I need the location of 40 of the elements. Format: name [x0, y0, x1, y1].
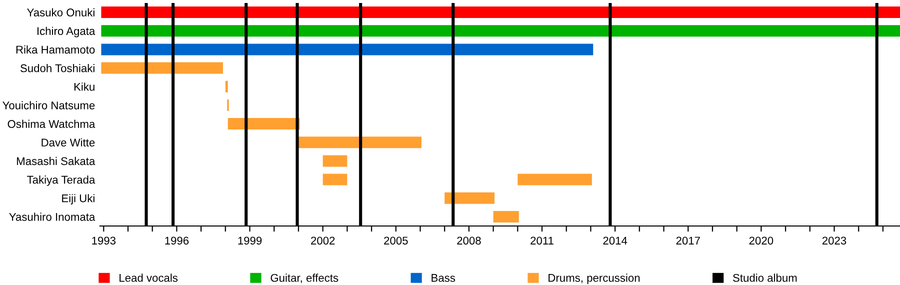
- y-tick-label: Masashi Sakata: [17, 156, 96, 166]
- y-tick-label: Sudoh Toshiaki: [20, 64, 94, 72]
- x-tick-label: 2020: [749, 236, 774, 245]
- legend-label: Bass: [432, 274, 456, 282]
- y-tick-label: Rika Hamamoto: [16, 45, 95, 54]
- y-tick-label: Takiya Terada: [27, 176, 96, 186]
- bar: [322, 155, 348, 167]
- bar: [228, 118, 300, 130]
- x-tick-label: 2014: [603, 236, 628, 245]
- bar: [322, 174, 348, 186]
- x-tick-label: 2023: [822, 236, 846, 245]
- bar: [493, 210, 519, 222]
- y-tick-label: Dave Witte: [42, 138, 95, 147]
- y-tick-label: Kiku: [74, 82, 94, 91]
- bar: [101, 62, 223, 74]
- bar: [101, 25, 900, 37]
- y-tick-label: Ichiro Agata: [37, 26, 96, 38]
- legend-label: Lead vocals: [120, 274, 178, 282]
- y-tick-label: Oshima Watchma: [8, 120, 96, 128]
- x-tick-label: 1993: [92, 236, 116, 245]
- bar: [444, 192, 495, 204]
- legend-label: Drums, percussion: [548, 274, 640, 284]
- legend-label: Guitar, effects: [270, 274, 338, 284]
- x-tick-label: 1996: [165, 236, 189, 245]
- bar: [101, 6, 900, 18]
- y-tick-label: Yasuko Onuki: [27, 8, 94, 16]
- x-tick-label: 2008: [457, 236, 481, 245]
- bar: [101, 44, 594, 56]
- y-tick-label: Yasuhiro Inomata: [9, 212, 96, 221]
- bar: [298, 136, 422, 148]
- bar: [225, 80, 228, 92]
- legend-label: Studio album: [733, 274, 797, 282]
- y-tick-label: Youichiro Natsume: [2, 101, 95, 110]
- x-tick-label: 1999: [238, 236, 262, 245]
- x-tick-label: 2002: [311, 236, 335, 245]
- y-tick-label: Eiji Uki: [62, 194, 94, 204]
- x-tick-label: 2011: [530, 236, 554, 245]
- x-tick-label: 2005: [384, 236, 408, 245]
- x-tick-label: 2017: [676, 236, 700, 245]
- bar: [518, 174, 592, 186]
